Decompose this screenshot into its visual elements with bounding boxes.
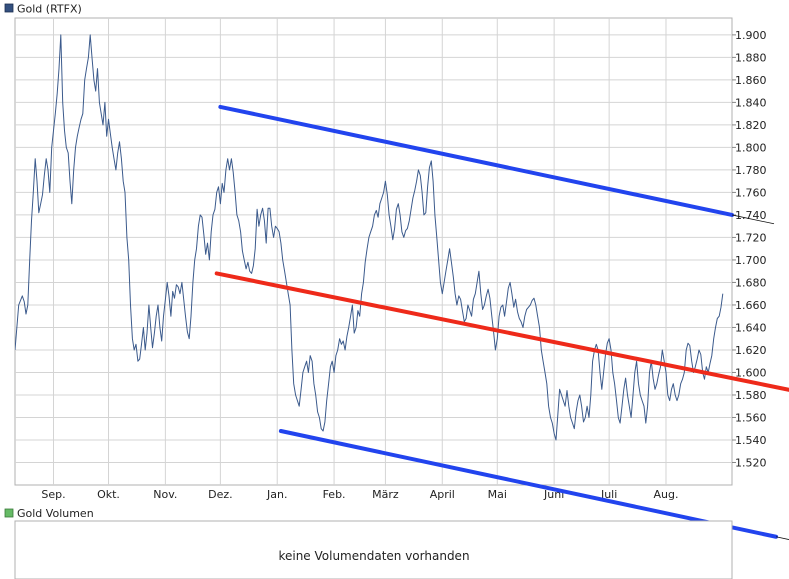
y-tick-label: 1.900	[735, 29, 767, 42]
upper-channel-line	[218, 104, 734, 217]
x-tick-label: Feb.	[323, 488, 346, 501]
x-tick-label: Nov.	[153, 488, 177, 501]
y-tick-label: 1.640	[735, 321, 767, 334]
horizontal-gridlines	[15, 34, 736, 463]
y-tick-label: 1.560	[735, 411, 767, 424]
x-tick-label: März	[372, 488, 399, 501]
y-tick-label: 1.860	[735, 74, 767, 87]
y-tick-label: 1.620	[735, 344, 767, 357]
y-tick-label: 1.820	[735, 119, 767, 132]
price-legend-label: Gold (RTFX)	[17, 3, 82, 16]
x-tick-label: Dez.	[208, 488, 233, 501]
y-tick-label: 1.600	[735, 366, 767, 379]
vertical-gridlines	[53, 18, 667, 485]
upper-channel-extension	[731, 214, 775, 225]
y-tick-label: 1.740	[735, 209, 767, 222]
y-tick-label: 1.700	[735, 254, 767, 267]
y-axis-tick-labels: 1.520 1.540 1.560 1.580 1.600 1.620 1.640 1.660…	[735, 29, 767, 470]
volume-panel-frame	[14, 520, 733, 579]
y-tick-label: 1.580	[735, 389, 767, 402]
y-tick-label: 1.880	[735, 51, 767, 64]
x-tick-label: Okt.	[97, 488, 120, 501]
x-tick-label: Juli	[600, 488, 617, 501]
price-legend-swatch	[4, 3, 14, 13]
y-tick-label: 1.800	[735, 141, 767, 154]
y-tick-label: 1.760	[735, 186, 767, 199]
y-tick-label: 1.720	[735, 231, 767, 244]
price-panel-frame	[14, 17, 733, 486]
x-tick-label: Mai	[488, 488, 507, 501]
y-tick-label: 1.840	[735, 96, 767, 109]
x-axis-tick-labels: Sep. Okt. Nov. Dez. Jan. Feb. März April Mai Juni…	[41, 488, 678, 501]
x-tick-label: April	[430, 488, 455, 501]
volume-legend-label: Gold Volumen	[17, 507, 94, 520]
lower-channel-extension	[775, 536, 789, 540]
y-tick-label: 1.680	[735, 276, 767, 289]
volume-legend-swatch	[4, 508, 14, 518]
y-tick-label: 1.780	[735, 164, 767, 177]
x-tick-label: Jan.	[266, 488, 287, 501]
y-tick-label: 1.660	[735, 299, 767, 312]
y-tick-label: 1.520	[735, 456, 767, 469]
red-trend-line	[214, 271, 789, 392]
x-tick-label: Sep.	[41, 488, 65, 501]
no-volume-data-message: keine Volumendaten vorhanden	[278, 549, 469, 563]
lower-channel-line	[278, 428, 779, 539]
y-tick-label: 1.540	[735, 434, 767, 447]
x-tick-label: Aug.	[653, 488, 678, 501]
